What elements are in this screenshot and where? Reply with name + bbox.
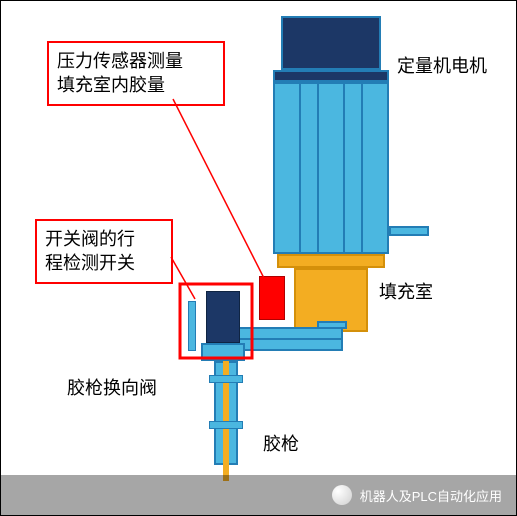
cyl-stripe-4: [361, 82, 363, 254]
valve-block: [206, 291, 240, 343]
label-motor: 定量机电机: [397, 55, 487, 78]
elbow-hstripe: [238, 338, 343, 340]
cylinder-body: [273, 82, 389, 254]
callout-pressure-sensor: 压力传感器测量 填充室内胶量: [47, 41, 225, 106]
gun-collar-1: [209, 375, 243, 383]
gun-collar-2: [209, 421, 243, 429]
cyl-stripe-3: [343, 82, 345, 254]
label-reversing-valve: 胶枪换向阀: [67, 377, 157, 400]
cyl-stripe-1: [299, 82, 301, 254]
side-port: [389, 226, 429, 236]
watermark-bar: 机器人及PLC自动化应用: [1, 475, 516, 515]
elbow-top-join: [317, 321, 347, 329]
motor-top-cap: [281, 16, 381, 70]
valve-stem-left: [188, 301, 196, 351]
watermark-text: 机器人及PLC自动化应用: [360, 486, 502, 505]
valve-base: [201, 343, 245, 361]
diagram-canvas: 压力传感器测量 填充室内胶量 开关阀的行 程检测开关 定量机电机 填充室 胶枪 …: [0, 0, 517, 516]
cyl-stripe-2: [317, 82, 319, 254]
watermark-logo-icon: [332, 485, 352, 505]
label-gun: 胶枪: [263, 433, 299, 456]
label-fill-chamber: 填充室: [379, 281, 433, 304]
callout-switch-valve: 开关阀的行 程检测开关: [35, 219, 173, 284]
motor-shoulder: [273, 70, 389, 82]
fill-chamber-cap: [277, 254, 385, 268]
pressure-sensor: [259, 276, 285, 320]
